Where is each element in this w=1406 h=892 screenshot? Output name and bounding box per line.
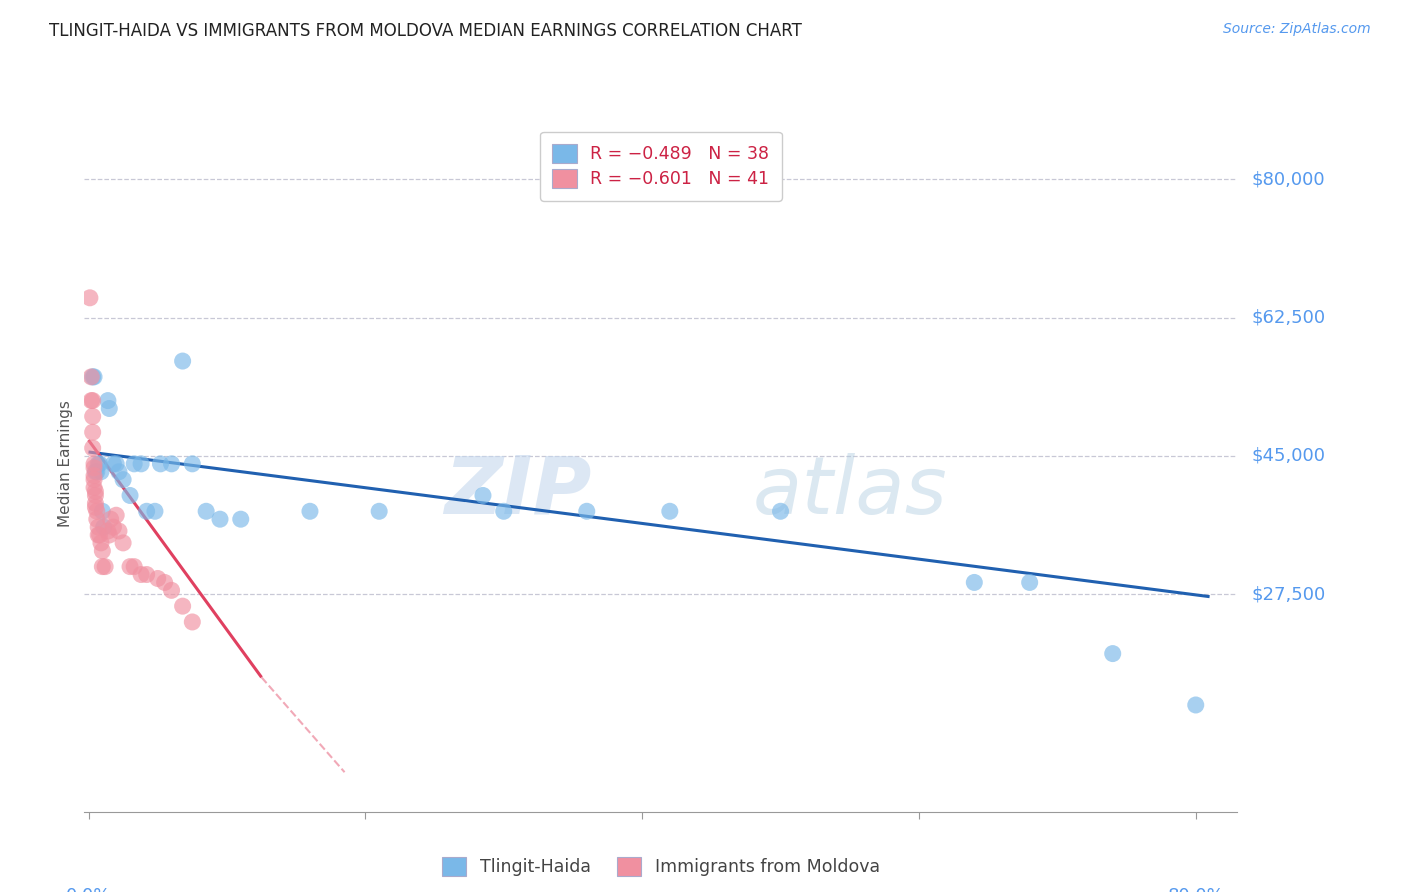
Point xyxy=(472,488,495,502)
Point xyxy=(83,468,105,483)
Point xyxy=(87,457,110,471)
Point xyxy=(1101,647,1123,661)
Point xyxy=(84,500,107,515)
Point xyxy=(82,409,104,424)
Point xyxy=(93,520,115,534)
Point xyxy=(83,473,105,487)
Point xyxy=(492,504,515,518)
Point xyxy=(112,536,135,550)
Point xyxy=(82,441,104,455)
Point xyxy=(1184,698,1206,712)
Point xyxy=(97,524,120,538)
Point xyxy=(108,465,131,479)
Point xyxy=(153,575,176,590)
Point xyxy=(103,520,125,534)
Text: $45,000: $45,000 xyxy=(1251,447,1326,465)
Point xyxy=(86,465,108,479)
Point xyxy=(83,370,105,384)
Point xyxy=(122,457,145,471)
Text: 0.0%: 0.0% xyxy=(66,887,111,892)
Point xyxy=(82,370,104,384)
Text: $80,000: $80,000 xyxy=(1251,170,1324,188)
Point xyxy=(87,528,110,542)
Point xyxy=(84,496,107,510)
Text: $62,500: $62,500 xyxy=(1251,309,1326,326)
Point xyxy=(298,504,321,518)
Point xyxy=(84,484,107,499)
Point xyxy=(368,504,391,518)
Point xyxy=(84,488,107,502)
Point xyxy=(129,567,152,582)
Point xyxy=(195,504,218,518)
Point xyxy=(160,583,183,598)
Text: 80.0%: 80.0% xyxy=(1167,887,1225,892)
Point xyxy=(658,504,681,518)
Point xyxy=(82,425,104,440)
Point xyxy=(91,544,114,558)
Point xyxy=(146,572,169,586)
Point xyxy=(91,504,114,518)
Legend: Tlingit-Haida, Immigrants from Moldova: Tlingit-Haida, Immigrants from Moldova xyxy=(434,850,887,883)
Point xyxy=(229,512,252,526)
Point xyxy=(1018,575,1040,590)
Point xyxy=(80,393,103,408)
Point xyxy=(87,520,110,534)
Point xyxy=(86,504,108,518)
Text: TLINGIT-HAIDA VS IMMIGRANTS FROM MOLDOVA MEDIAN EARNINGS CORRELATION CHART: TLINGIT-HAIDA VS IMMIGRANTS FROM MOLDOVA… xyxy=(49,22,801,40)
Point xyxy=(105,508,128,523)
Point xyxy=(149,457,172,471)
Point xyxy=(82,393,104,408)
Point xyxy=(208,512,231,526)
Text: $27,500: $27,500 xyxy=(1251,585,1326,603)
Point xyxy=(181,457,204,471)
Point xyxy=(100,512,122,526)
Point xyxy=(98,401,121,416)
Point xyxy=(97,393,120,408)
Point xyxy=(98,528,121,542)
Point xyxy=(181,615,204,629)
Point xyxy=(118,488,141,502)
Point xyxy=(86,512,108,526)
Point xyxy=(105,457,128,471)
Y-axis label: Median Earnings: Median Earnings xyxy=(58,401,73,527)
Point xyxy=(84,465,107,479)
Point xyxy=(172,599,194,614)
Point xyxy=(89,457,111,471)
Point xyxy=(160,457,183,471)
Point xyxy=(83,481,105,495)
Point xyxy=(118,559,141,574)
Point xyxy=(94,559,117,574)
Point xyxy=(143,504,166,518)
Point xyxy=(963,575,986,590)
Point xyxy=(80,370,103,384)
Text: Source: ZipAtlas.com: Source: ZipAtlas.com xyxy=(1223,22,1371,37)
Point xyxy=(91,559,114,574)
Point xyxy=(135,567,157,582)
Point xyxy=(122,559,145,574)
Point xyxy=(575,504,598,518)
Text: atlas: atlas xyxy=(754,452,948,531)
Point xyxy=(83,457,105,471)
Point xyxy=(129,457,152,471)
Point xyxy=(135,504,157,518)
Text: ZIP: ZIP xyxy=(444,452,592,531)
Point xyxy=(90,536,112,550)
Point xyxy=(769,504,792,518)
Point xyxy=(172,354,194,368)
Point xyxy=(89,528,111,542)
Point xyxy=(83,460,105,475)
Point xyxy=(90,465,112,479)
Point xyxy=(108,524,131,538)
Point xyxy=(103,457,125,471)
Point xyxy=(112,473,135,487)
Point xyxy=(79,291,101,305)
